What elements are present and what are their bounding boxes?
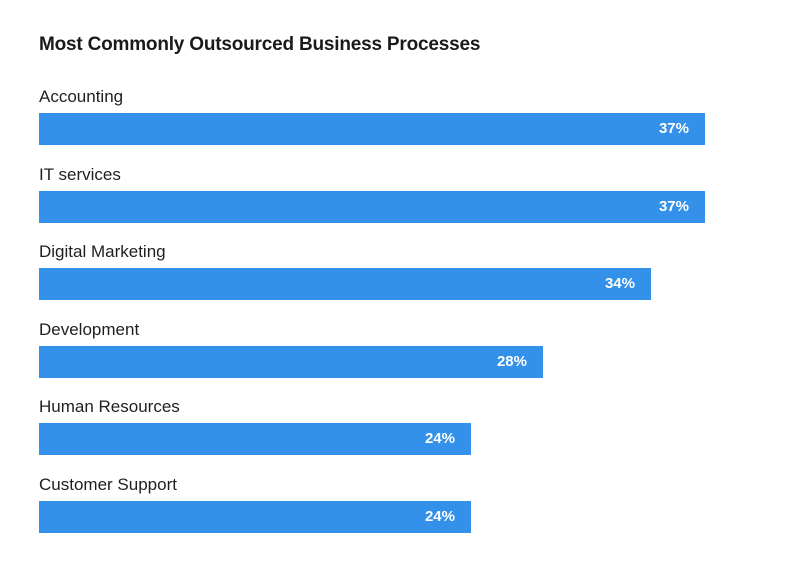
category-label: Digital Marketing bbox=[39, 242, 166, 262]
bar-chart: Accounting 37% IT services 37% Digital Marke… bbox=[39, 86, 759, 552]
bar: 24% bbox=[39, 423, 471, 456]
bar: 28% bbox=[39, 345, 543, 378]
category-label: Human Resources bbox=[39, 397, 180, 417]
bar-row: IT services 37% bbox=[39, 164, 759, 242]
value-label: 24% bbox=[424, 507, 455, 525]
category-label: Development bbox=[39, 319, 140, 339]
category-label: Accounting bbox=[39, 87, 124, 106]
value-label: 37% bbox=[658, 197, 689, 215]
value-label: 24% bbox=[424, 430, 455, 448]
category-label: IT services bbox=[39, 164, 121, 184]
bar-row: Accounting 37% bbox=[39, 86, 759, 164]
value-label: 34% bbox=[604, 275, 635, 293]
bar-row: Customer Support 24% bbox=[39, 474, 759, 552]
bar-row: Human Resources 24% bbox=[39, 396, 759, 474]
bar: 34% bbox=[39, 268, 651, 301]
bar-row: Digital Marketing 34% bbox=[39, 241, 759, 319]
bar-row: Development 28% bbox=[39, 319, 759, 397]
bar: 24% bbox=[39, 500, 471, 533]
bar: 37% bbox=[39, 113, 705, 145]
value-label: 28% bbox=[496, 352, 527, 370]
category-label: Customer Support bbox=[39, 474, 177, 494]
value-label: 37% bbox=[658, 120, 689, 137]
bar: 37% bbox=[39, 190, 705, 223]
chart-title: Most Commonly Outsourced Business Proces… bbox=[39, 34, 481, 55]
